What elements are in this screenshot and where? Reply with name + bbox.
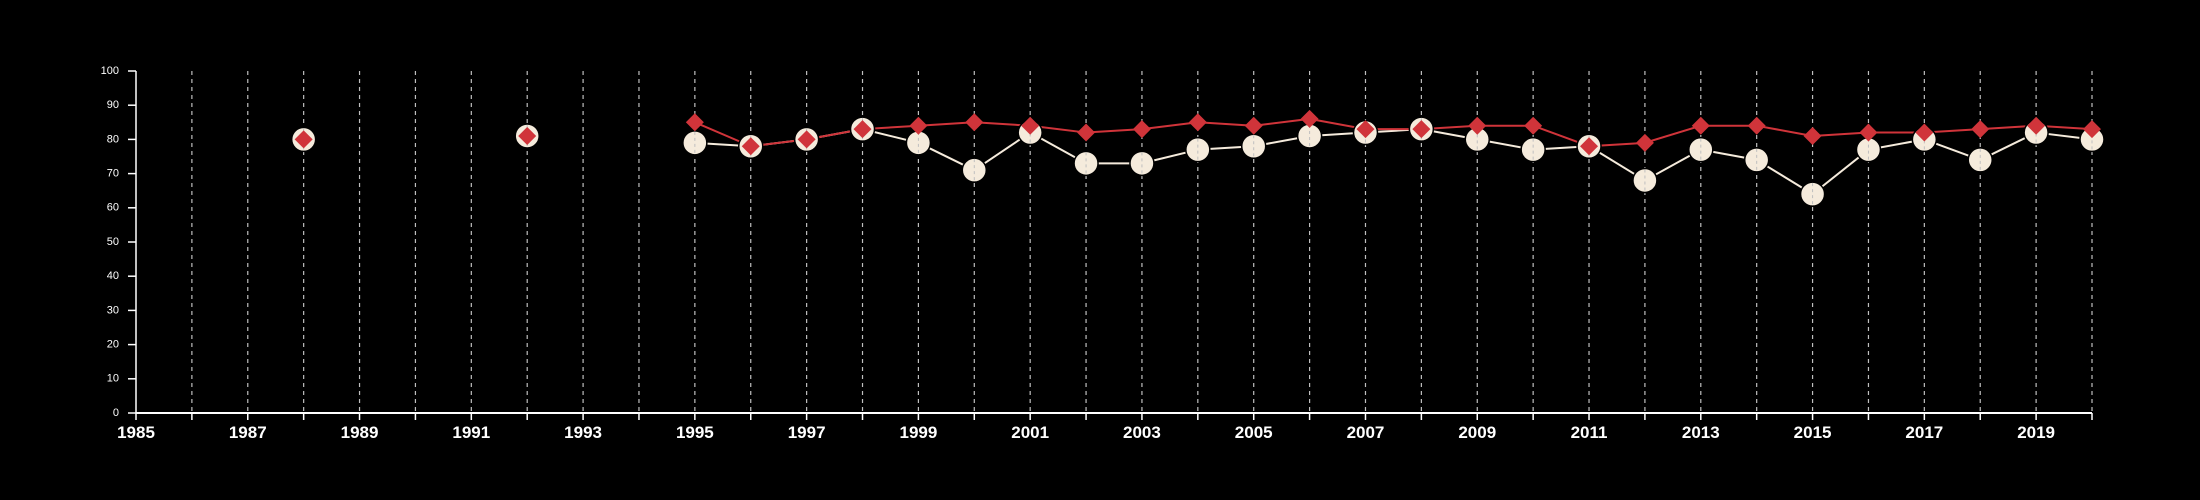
x-tick-label: 2007: [1347, 423, 1385, 442]
x-tick-label: 1997: [788, 423, 826, 442]
series-2-line-segment: [1644, 124, 1702, 144]
series-2-point: [2083, 120, 2101, 139]
series-2-point: [1915, 123, 1934, 142]
series-2-point: [965, 113, 984, 132]
series-1-point: [1967, 147, 1993, 173]
series-2-line-segment: [1756, 124, 1813, 137]
y-tick-label: 0: [113, 407, 119, 419]
x-tick-label: 1995: [676, 423, 714, 442]
x-tick-label: 1991: [452, 423, 490, 442]
x-tick-label: 2003: [1123, 423, 1161, 442]
y-tick-label: 80: [107, 133, 119, 145]
series-1-point: [1688, 136, 1714, 163]
series-2-point: [1132, 120, 1151, 139]
series-1-point: [1632, 167, 1658, 194]
x-tick-label: 2005: [1235, 423, 1273, 442]
x-tick-label: 1985: [117, 423, 155, 442]
x-tick-label: 2011: [1571, 423, 1608, 442]
x-tick-label: 2015: [1794, 423, 1832, 442]
series-2-point: [1580, 137, 1599, 156]
series-2-point: [1468, 116, 1487, 135]
series-2-point: [518, 126, 537, 145]
series-2-point: [2027, 116, 2046, 135]
series-1-point: [1129, 150, 1155, 177]
series-markers: [290, 109, 2105, 207]
x-tick-label: 2001: [1011, 423, 1049, 442]
series-2-line-segment: [1085, 128, 1143, 134]
series-2-line-segment: [918, 121, 975, 127]
x-tick-label: 2009: [1458, 423, 1496, 442]
series-2-point: [1412, 120, 1431, 139]
y-tick-label: 50: [107, 236, 119, 248]
series-2-point: [1691, 116, 1710, 135]
y-tick-label: 90: [107, 99, 119, 111]
series-2-point: [797, 130, 816, 149]
series-2-point: [294, 130, 313, 149]
x-tick-label: 1993: [564, 423, 602, 442]
y-tick-label: 40: [107, 270, 119, 282]
series-2-line-segment: [1253, 117, 1310, 127]
x-tick-label: 1999: [899, 423, 937, 442]
x-tick-label: 2019: [2017, 423, 2055, 442]
series-1-point: [1799, 181, 1826, 207]
series-2-point: [741, 137, 760, 156]
series-2-point: [1803, 126, 1822, 145]
series-2-point: [1244, 116, 1263, 135]
x-tick-label: 1989: [341, 423, 379, 442]
series-2-point: [909, 116, 928, 135]
series-1-point: [1743, 147, 1770, 173]
series-2-line-segment: [1141, 121, 1198, 131]
series-2-point: [1524, 116, 1543, 135]
series-2-point: [1077, 123, 1096, 142]
series-2-point: [1021, 116, 1040, 135]
x-tick-label: 1987: [229, 423, 267, 442]
series-1-point: [1185, 136, 1211, 163]
x-tick-label: 2013: [1682, 423, 1720, 442]
series-1-point: [1520, 136, 1546, 163]
series-1-point: [1073, 150, 1099, 177]
y-tick-label: 100: [101, 65, 119, 77]
y-tick-label: 70: [107, 168, 119, 180]
y-tick-label: 20: [107, 339, 119, 351]
series-2-point: [1971, 120, 1990, 139]
series-2-point: [1300, 109, 1319, 128]
series-2-point: [685, 113, 704, 132]
series-2-point: [1188, 113, 1207, 132]
series-2-point: [1356, 120, 1375, 139]
axes: 0 10 20 30 40 50 60 70 80 90 100 1985 1987 1989 1991 19…: [101, 65, 2093, 442]
series-2-point: [1859, 123, 1878, 142]
y-tick-label: 10: [107, 373, 119, 385]
series-2-point: [1747, 116, 1766, 135]
series-2-point: [853, 120, 872, 139]
x-tick-label: 2017: [1905, 423, 1943, 442]
series-1-point: [961, 157, 988, 183]
y-tick-label: 60: [107, 202, 119, 214]
series-2-line-segment: [1197, 121, 1254, 127]
series-2-line-segment: [1812, 131, 1869, 137]
series-2-point: [1635, 133, 1654, 152]
y-tick-label: 30: [107, 304, 119, 316]
